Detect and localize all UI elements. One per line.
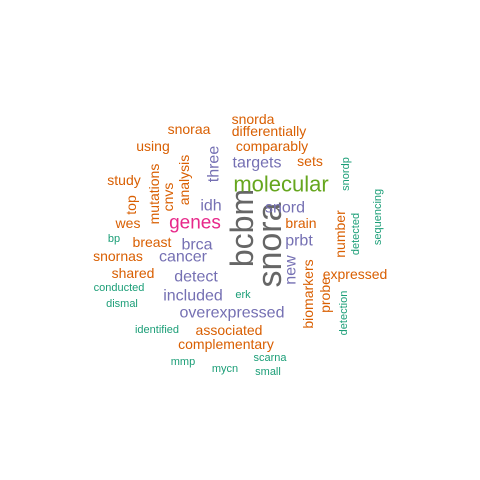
- word-probe: probe: [317, 277, 333, 313]
- word-snoraa: snoraa: [168, 121, 211, 137]
- word-overexpressed: overexpressed: [180, 305, 285, 322]
- word-targets: targets: [233, 155, 282, 172]
- word-conducted: conducted: [94, 282, 145, 294]
- word-erk: erk: [235, 289, 251, 301]
- word-expressed: expressed: [323, 266, 388, 282]
- word-shared: shared: [112, 265, 155, 281]
- word-mmp: mmp: [171, 356, 195, 368]
- word-associated: associated: [196, 322, 263, 338]
- word-top: top: [123, 195, 139, 215]
- word-bcbm: bcbm: [224, 189, 260, 267]
- word-idh: idh: [200, 198, 221, 215]
- word-new: new: [283, 255, 300, 285]
- word-differentially: differentially: [232, 123, 306, 139]
- word-brca: brca: [181, 237, 212, 254]
- word-identified: identified: [135, 324, 179, 336]
- word-cnvs: cnvs: [160, 183, 176, 212]
- word-number: number: [332, 210, 348, 258]
- word-sequencing: sequencing: [372, 189, 384, 245]
- word-comparably: comparably: [236, 138, 308, 154]
- word-snornas: snornas: [93, 248, 143, 264]
- word-detect: detect: [174, 269, 218, 286]
- word-complementary: complementary: [178, 336, 274, 352]
- word-analysis: analysis: [176, 155, 192, 206]
- word-small: small: [255, 366, 281, 378]
- word-wes: wes: [115, 215, 141, 231]
- word-cancer: cancer: [159, 249, 208, 266]
- word-study: study: [107, 172, 140, 188]
- word-detected: detected: [350, 213, 362, 255]
- word-snora: snora: [251, 202, 289, 287]
- word-mutations: mutations: [146, 164, 162, 225]
- word-detection: detection: [338, 291, 350, 336]
- word-bp: bp: [108, 233, 120, 245]
- word-using: using: [136, 138, 169, 154]
- word-biomarkers: biomarkers: [300, 259, 316, 328]
- word-brain: brain: [285, 215, 316, 231]
- word-breast: breast: [133, 234, 172, 250]
- word-prbt: prbt: [285, 233, 313, 250]
- word-included: included: [163, 288, 223, 305]
- word-three: three: [206, 146, 223, 183]
- word-genes: genes: [169, 213, 221, 234]
- word-sets: sets: [297, 153, 323, 169]
- word-dismal: dismal: [106, 298, 138, 310]
- word-snord: snord: [265, 200, 305, 217]
- word-snorda: snorda: [232, 111, 275, 127]
- word-molecular: molecular: [233, 172, 328, 197]
- word-mycn: mycn: [212, 363, 238, 375]
- word-snordp: snordp: [340, 157, 352, 191]
- word-scarna: scarna: [253, 352, 287, 364]
